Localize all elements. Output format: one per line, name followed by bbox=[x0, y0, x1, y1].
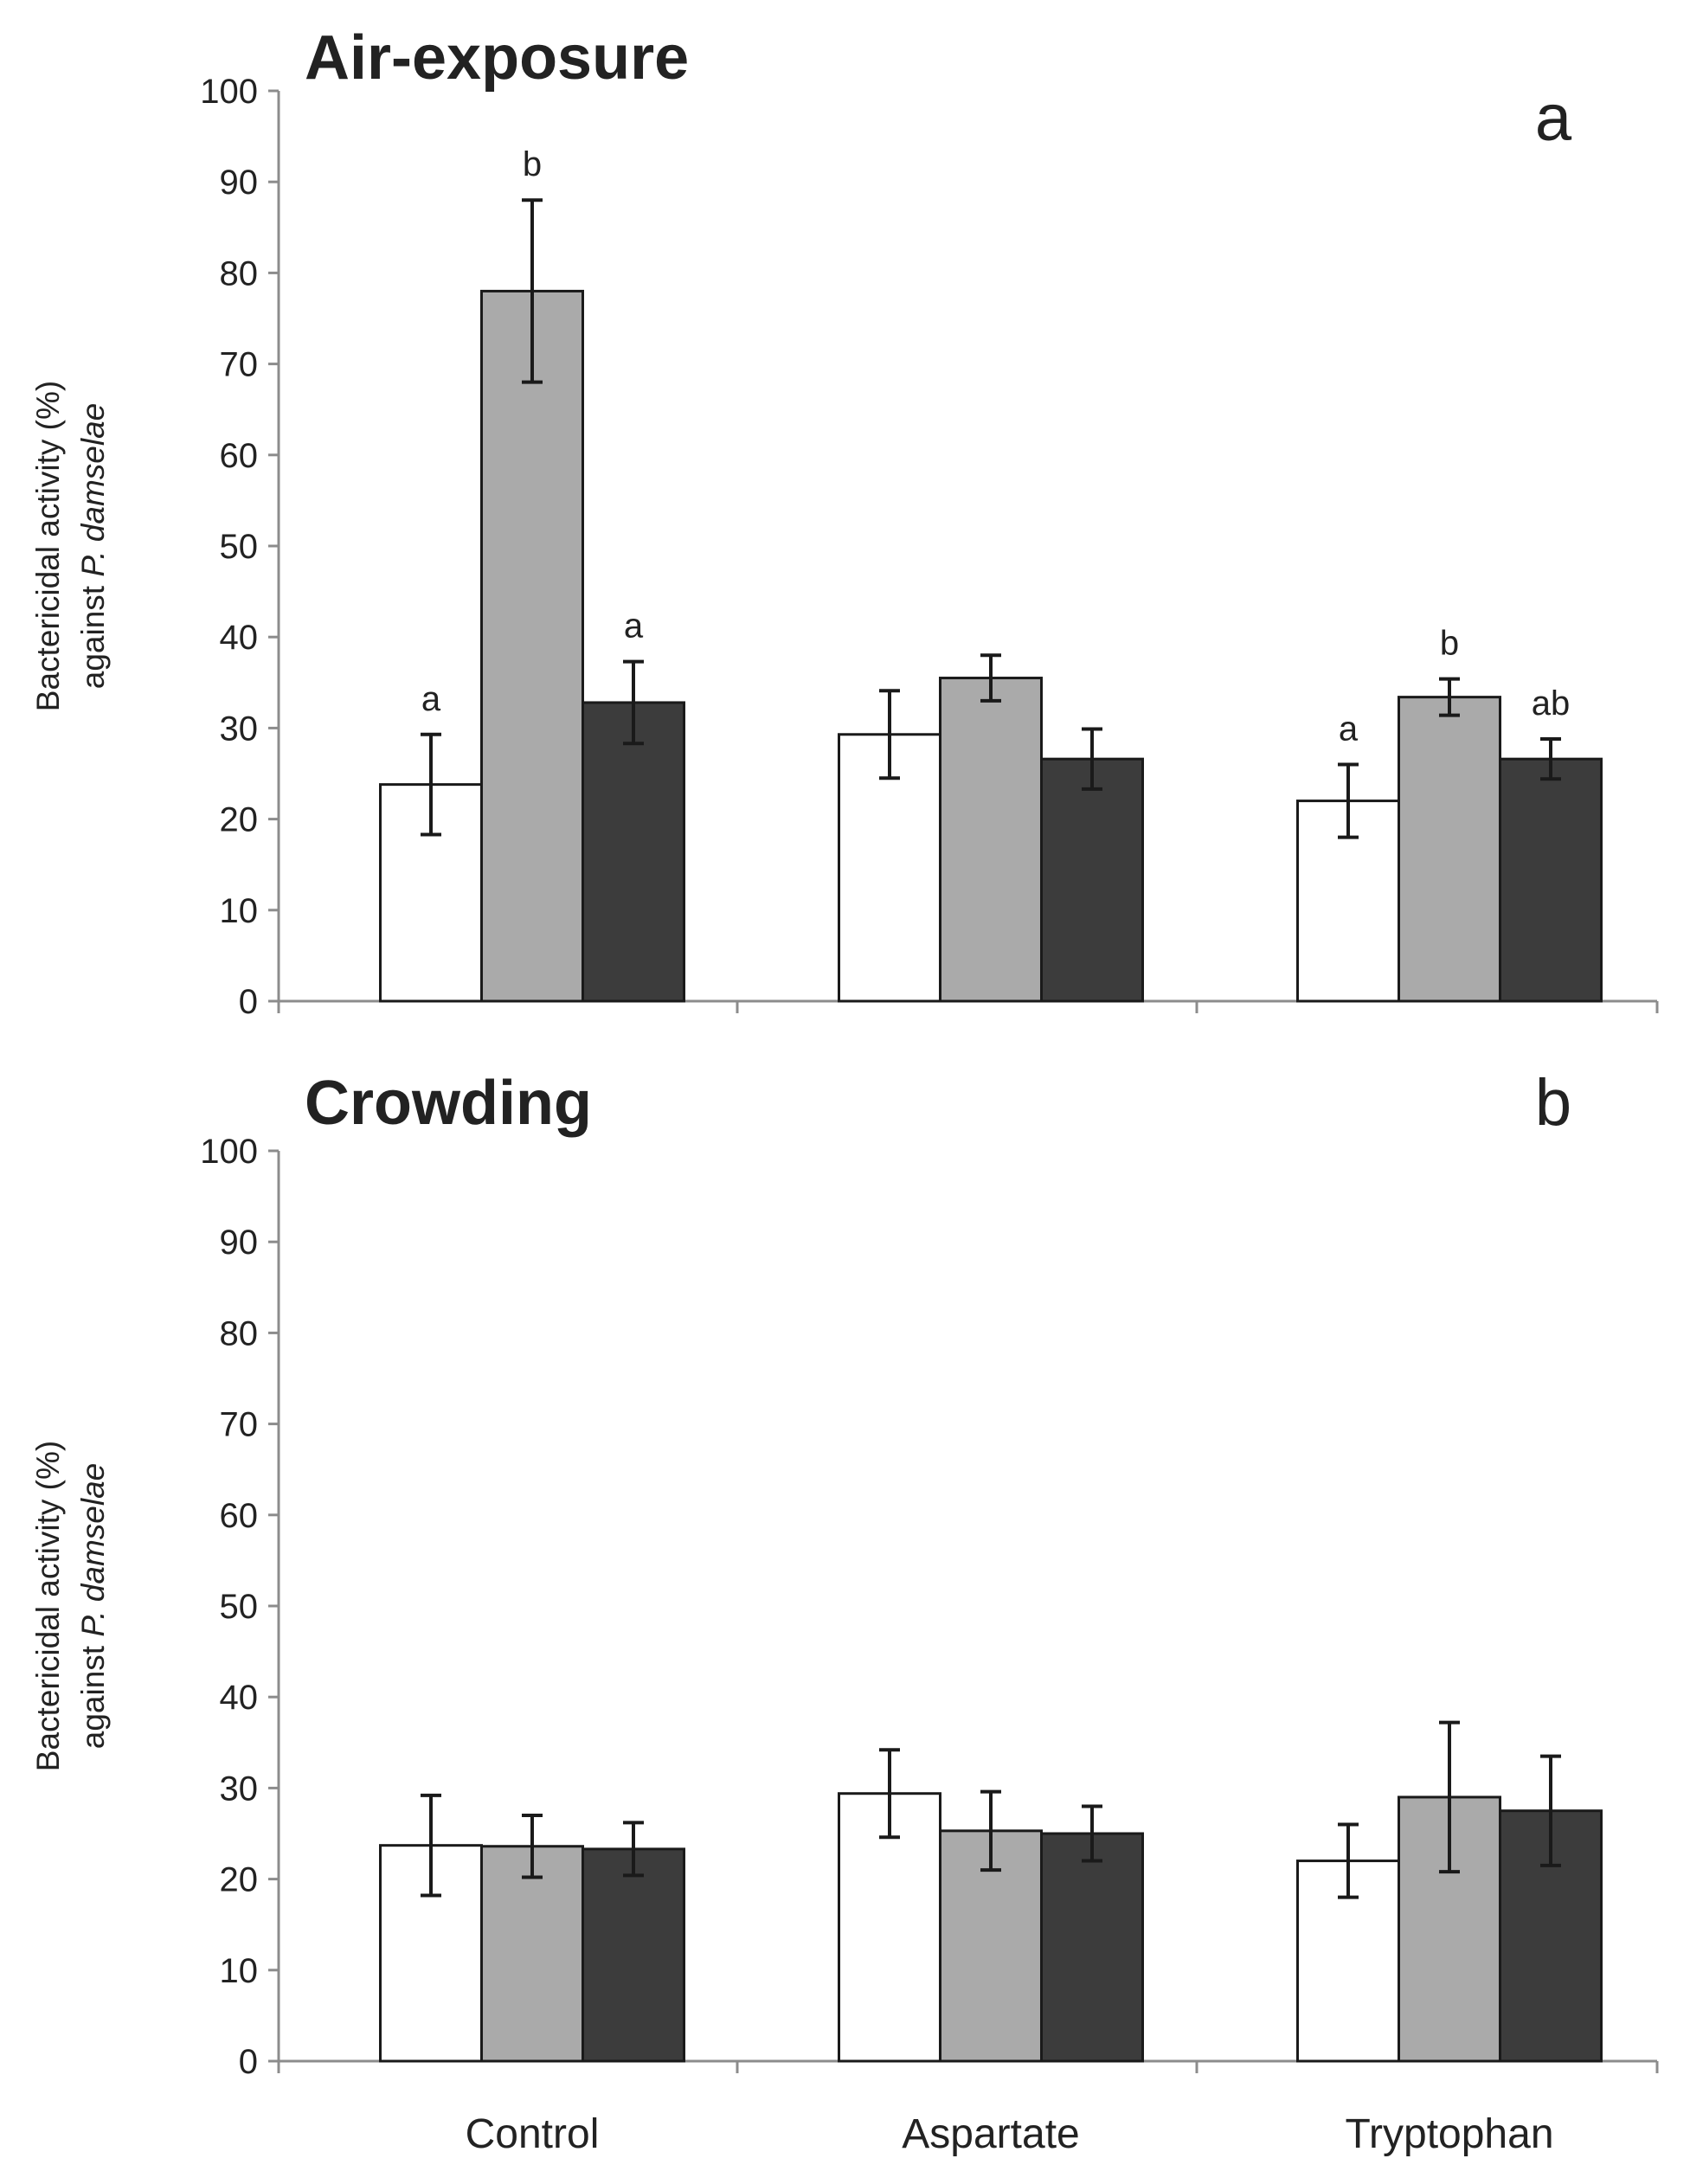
panel-letter: b bbox=[1535, 1066, 1571, 1140]
bar bbox=[1398, 696, 1501, 1003]
y-axis-label-line1: Bactericidal activity (%) bbox=[30, 1441, 66, 1771]
bar bbox=[582, 1847, 685, 2063]
y-tick-label: 10 bbox=[220, 1952, 259, 1990]
significance-label: a bbox=[1339, 710, 1359, 748]
y-tick-label: 30 bbox=[220, 1770, 259, 1808]
bar bbox=[1040, 1832, 1144, 2063]
bar bbox=[939, 677, 1043, 1003]
x-category-label: Control bbox=[466, 2111, 600, 2157]
x-category-label: Aspartate bbox=[902, 2111, 1079, 2157]
bar bbox=[582, 701, 685, 1003]
y-tick-label: 30 bbox=[220, 710, 259, 748]
y-tick-label: 90 bbox=[220, 1224, 259, 1262]
bar bbox=[1499, 757, 1603, 1003]
y-tick-label: 90 bbox=[220, 164, 259, 202]
y-tick-label: 0 bbox=[239, 983, 258, 1021]
y-tick-label: 100 bbox=[200, 73, 258, 111]
y-axis-label-prefix: against bbox=[75, 577, 111, 690]
y-tick-label: 50 bbox=[220, 528, 259, 566]
y-tick-label: 20 bbox=[220, 801, 259, 839]
y-tick-label: 80 bbox=[220, 1314, 259, 1352]
bar bbox=[480, 289, 584, 1003]
y-tick-label: 80 bbox=[220, 254, 259, 292]
y-tick-label: 40 bbox=[220, 1679, 259, 1717]
y-axis-label-line2: against P. damselae bbox=[75, 1463, 111, 1750]
y-tick-label: 20 bbox=[220, 1861, 259, 1899]
significance-label: b bbox=[1440, 625, 1459, 663]
y-tick-label: 50 bbox=[220, 1588, 259, 1626]
significance-label: a bbox=[421, 680, 441, 718]
y-axis-label-line2: against P. damselae bbox=[75, 403, 111, 690]
bar bbox=[480, 1845, 584, 2063]
y-axis-label-line1: Bactericidal activity (%) bbox=[30, 381, 66, 711]
panel-title: Crowding bbox=[305, 1069, 592, 1138]
panel-letter: a bbox=[1535, 81, 1572, 155]
panel-title: Air-exposure bbox=[305, 23, 689, 93]
bar bbox=[1040, 757, 1144, 1003]
y-tick-label: 70 bbox=[220, 1406, 259, 1444]
x-category-label: Tryptophan bbox=[1345, 2111, 1553, 2157]
y-axis-label-species: P. damselae bbox=[75, 403, 111, 577]
y-axis-label-prefix: against bbox=[75, 1637, 111, 1750]
y-axis-label-species: P. damselae bbox=[75, 1463, 111, 1637]
y-tick-label: 100 bbox=[200, 1133, 258, 1171]
y-tick-label: 10 bbox=[220, 892, 259, 930]
significance-label: b bbox=[523, 145, 542, 183]
significance-label: a bbox=[624, 607, 644, 646]
y-tick-label: 60 bbox=[220, 437, 259, 475]
significance-label: ab bbox=[1532, 684, 1571, 723]
y-tick-label: 0 bbox=[239, 2043, 258, 2081]
y-tick-label: 40 bbox=[220, 619, 259, 657]
y-tick-label: 60 bbox=[220, 1497, 259, 1535]
y-tick-label: 70 bbox=[220, 346, 259, 384]
